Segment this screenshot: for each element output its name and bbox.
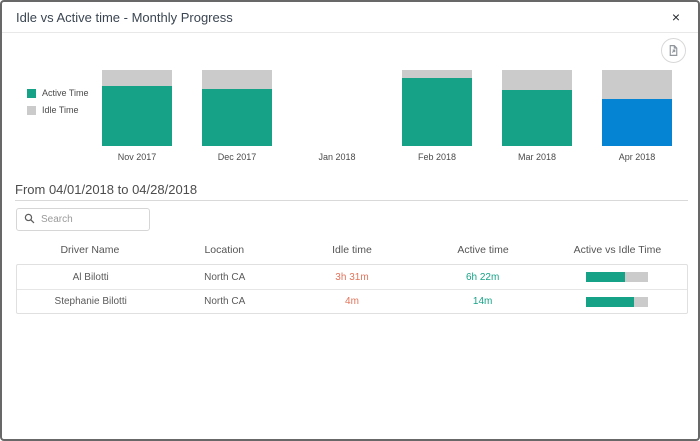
- idle-time-segment[interactable]: [102, 70, 172, 86]
- driver-name-cell: Stephanie Bilotti: [54, 296, 127, 307]
- x-axis-label: Dec 2017: [217, 152, 257, 162]
- close-icon: ×: [671, 9, 680, 25]
- stacked-bar: [602, 70, 672, 146]
- stacked-bar: [302, 70, 372, 146]
- active-time-cell: 6h 22m: [465, 271, 500, 283]
- active-vs-idle-cell: [546, 296, 687, 307]
- idle-time-cell: 3h 31m: [335, 271, 369, 283]
- driver-table: Al Bilotti North CA 3h 31m 6h 22m Stepha…: [16, 264, 688, 314]
- bar-slot: Apr 2018: [587, 70, 687, 162]
- x-axis-label: Jan 2018: [318, 152, 356, 162]
- column-header-idle-time[interactable]: Idle time: [332, 244, 372, 256]
- dialog-header: Idle vs Active time - Monthly Progress ×: [2, 2, 698, 33]
- progress-bar: [585, 296, 648, 307]
- search-input[interactable]: [41, 214, 142, 225]
- legend-label: Active Time: [42, 88, 89, 98]
- x-axis-label: Nov 2017: [117, 152, 157, 162]
- bar-slot: Feb 2018: [387, 70, 487, 162]
- table-row[interactable]: Stephanie Bilotti North CA 4m 14m: [17, 289, 687, 313]
- date-range-title: From 04/01/2018 to 04/28/2018: [15, 182, 198, 197]
- bar-plot: Nov 2017 Dec 2017 Jan 2018 Feb 2018 Mar 2018…: [87, 70, 687, 162]
- driver-name-cell: Al Bilotti: [72, 271, 109, 283]
- close-button[interactable]: ×: [668, 8, 684, 26]
- bar-slot: Nov 2017: [87, 70, 187, 162]
- active-time-segment[interactable]: [202, 89, 272, 146]
- location-cell: North CA: [204, 296, 246, 307]
- section-divider: [15, 200, 688, 201]
- stacked-bar: [402, 70, 472, 146]
- stacked-bar: [102, 70, 172, 146]
- table-row[interactable]: Al Bilotti North CA 3h 31m 6h 22m: [17, 265, 687, 289]
- dialog-title: Idle vs Active time - Monthly Progress: [16, 9, 233, 25]
- idle-time-cell: 4m: [345, 296, 359, 307]
- active-time-segment[interactable]: [402, 78, 472, 146]
- table-header-row: Driver Name Location Idle time Active ti…: [16, 244, 688, 256]
- search-icon: [24, 211, 41, 229]
- search-box: [16, 208, 150, 231]
- progress-fill: [585, 272, 626, 282]
- export-button[interactable]: [661, 38, 686, 63]
- legend-item-active-time[interactable]: Active Time: [27, 88, 89, 98]
- active-time-segment[interactable]: [502, 89, 572, 146]
- progress-bar: [585, 272, 648, 282]
- legend-item-idle-time[interactable]: Idle Time: [27, 105, 89, 115]
- progress-fill: [585, 296, 634, 307]
- x-axis-label: Apr 2018: [618, 152, 656, 162]
- idle-time-segment[interactable]: [402, 70, 472, 79]
- idle-time-segment[interactable]: [602, 70, 672, 99]
- bar-slot: Jan 2018: [287, 70, 387, 162]
- active-time-segment[interactable]: [102, 85, 172, 146]
- active-time-cell: 14m: [472, 296, 493, 307]
- stacked-bar: [202, 70, 272, 146]
- stacked-bar: [502, 70, 572, 146]
- idle-time-segment[interactable]: [502, 70, 572, 90]
- column-header-driver-name[interactable]: Driver Name: [60, 244, 120, 256]
- idle-vs-active-chart: Active Time Idle Time Nov 2017 Dec 2017 Ja…: [2, 62, 698, 167]
- x-axis-label: Feb 2018: [417, 152, 457, 162]
- active-time-segment[interactable]: [602, 98, 672, 146]
- file-export-icon: [667, 44, 680, 57]
- location-cell: North CA: [204, 271, 246, 283]
- column-header-active-vs-idle[interactable]: Active vs Idle Time: [573, 244, 662, 256]
- x-axis-label: Mar 2018: [517, 152, 557, 162]
- column-header-active-time[interactable]: Active time: [457, 244, 509, 256]
- idle-time-segment[interactable]: [202, 70, 272, 89]
- legend-label: Idle Time: [42, 105, 79, 115]
- active-time-swatch-icon: [27, 88, 36, 98]
- active-vs-idle-cell: [546, 272, 687, 282]
- column-header-location[interactable]: Location: [204, 244, 245, 256]
- idle-time-swatch-icon: [27, 105, 36, 115]
- chart-legend: Active Time Idle Time: [27, 88, 89, 122]
- bar-slot: Dec 2017: [187, 70, 287, 162]
- bar-slot: Mar 2018: [487, 70, 587, 162]
